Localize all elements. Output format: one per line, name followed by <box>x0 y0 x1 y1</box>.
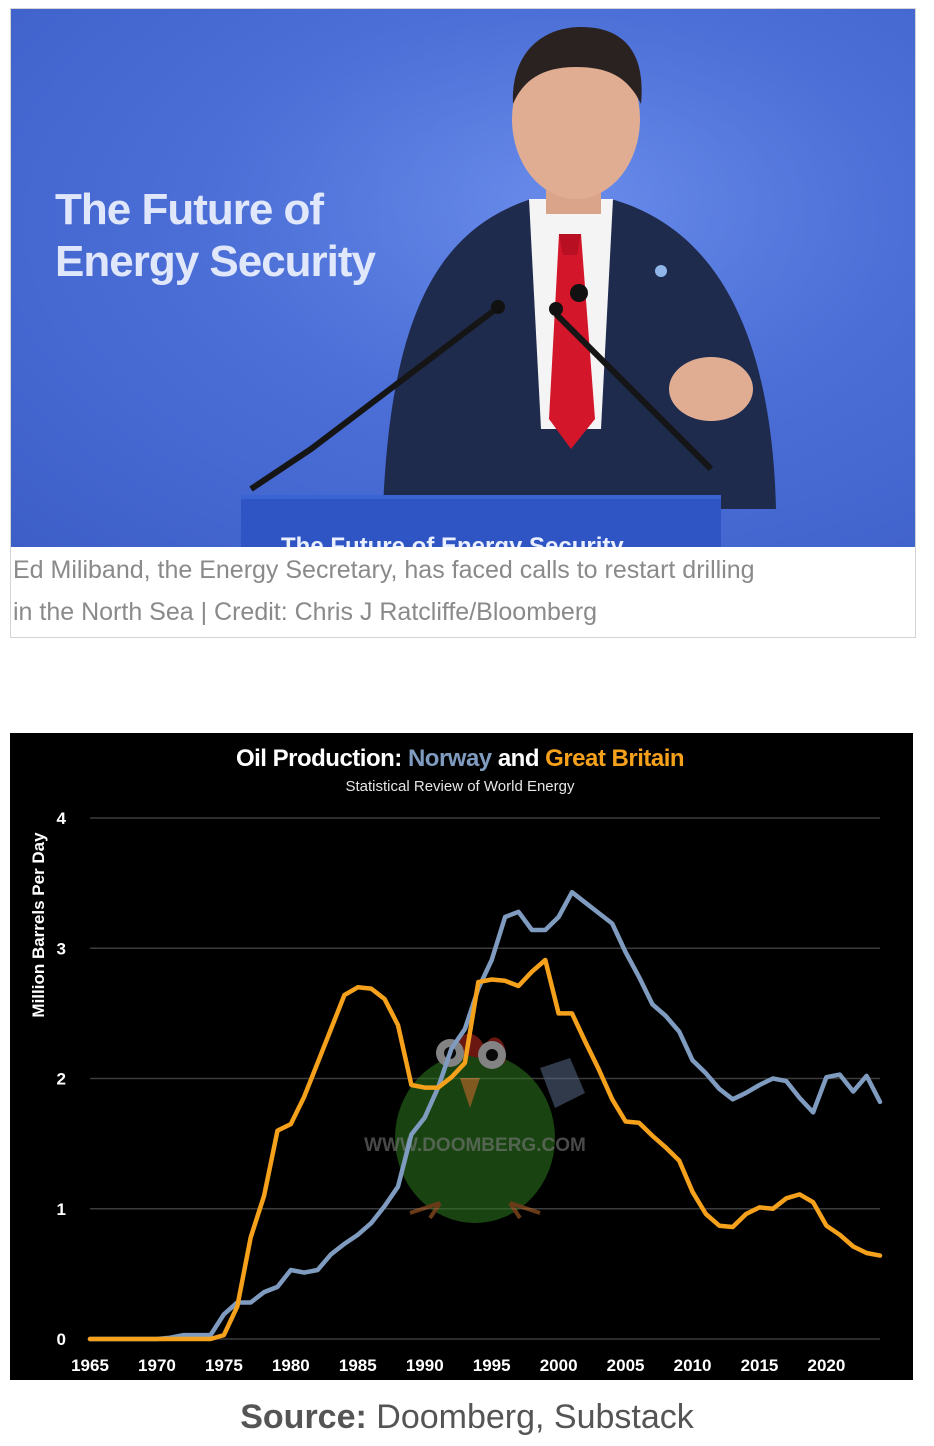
x-tick-label: 1980 <box>272 1356 310 1375</box>
y-tick-label: 2 <box>57 1070 66 1089</box>
series-lines <box>87 889 883 1342</box>
chart-title-prefix: Oil Production: <box>236 745 408 772</box>
oil-production-chart: Oil Production: Norway and Great Britain… <box>10 733 913 1380</box>
y-ticks: 0 1 2 3 4 <box>57 809 67 1349</box>
source-credit: Source: Doomberg, Substack <box>0 1398 934 1437</box>
photo-card: The Future of Energy Security The Future… <box>10 8 916 638</box>
watermark-text: WWW.DOOMBERG.COM <box>364 1135 586 1156</box>
chart-title: Oil Production: Norway and Great Britain <box>236 745 684 772</box>
chart-title-norway: Norway <box>408 745 493 772</box>
caption-line2: in the North Sea | Credit: Chris J Ratcl… <box>13 598 598 626</box>
y-axis-label: Million Barrels Per Day <box>29 832 48 1018</box>
y-tick-label: 1 <box>57 1200 66 1219</box>
x-tick-label: 1970 <box>138 1356 176 1375</box>
source-label: Source: <box>240 1398 367 1436</box>
caption-line1: Ed Miliband, the Energy Secretary, has f… <box>13 556 755 584</box>
article-photo: The Future of Energy Security The Future… <box>11 9 915 547</box>
source-text: Doomberg, Substack <box>366 1398 694 1436</box>
x-tick-label: 2000 <box>540 1356 578 1375</box>
photo-caption: Ed Miliband, the Energy Secretary, has f… <box>11 549 915 633</box>
series-line-great-britain <box>87 957 883 1342</box>
chart-svg: Oil Production: Norway and Great Britain… <box>29 745 883 1375</box>
y-tick-label: 4 <box>57 809 67 828</box>
chart-title-mid: and <box>492 745 546 772</box>
photo-scene <box>11 9 915 547</box>
watermark-rooster-icon <box>395 1033 585 1223</box>
x-tick-label: 1965 <box>71 1356 109 1375</box>
x-ticks: 1965 1970 1975 1980 1985 1990 1995 2000 2005 2010… <box>71 1356 845 1375</box>
chart-title-britain: Great Britain <box>545 745 684 772</box>
photo-backdrop-headline: The Future of Energy Security <box>55 184 376 288</box>
y-tick-label: 3 <box>57 939 66 958</box>
photo-headline-line1: The Future of <box>55 185 324 234</box>
x-tick-label: 2005 <box>607 1356 645 1375</box>
y-tick-label: 0 <box>57 1330 66 1349</box>
x-tick-label: 1990 <box>406 1356 444 1375</box>
photo-headline-line2: Energy Security <box>55 237 376 286</box>
chart-subtitle: Statistical Review of World Energy <box>346 778 575 795</box>
x-tick-label: 1995 <box>473 1356 511 1375</box>
series-line-norway <box>87 889 883 1342</box>
podium: The Future of Energy Security <box>241 495 721 547</box>
x-tick-label: 2010 <box>674 1356 712 1375</box>
x-tick-label: 1985 <box>339 1356 377 1375</box>
x-tick-label: 2020 <box>808 1356 846 1375</box>
podium-text: The Future of Energy Security <box>281 533 624 547</box>
x-tick-label: 2015 <box>741 1356 779 1375</box>
x-tick-label: 1975 <box>205 1356 243 1375</box>
